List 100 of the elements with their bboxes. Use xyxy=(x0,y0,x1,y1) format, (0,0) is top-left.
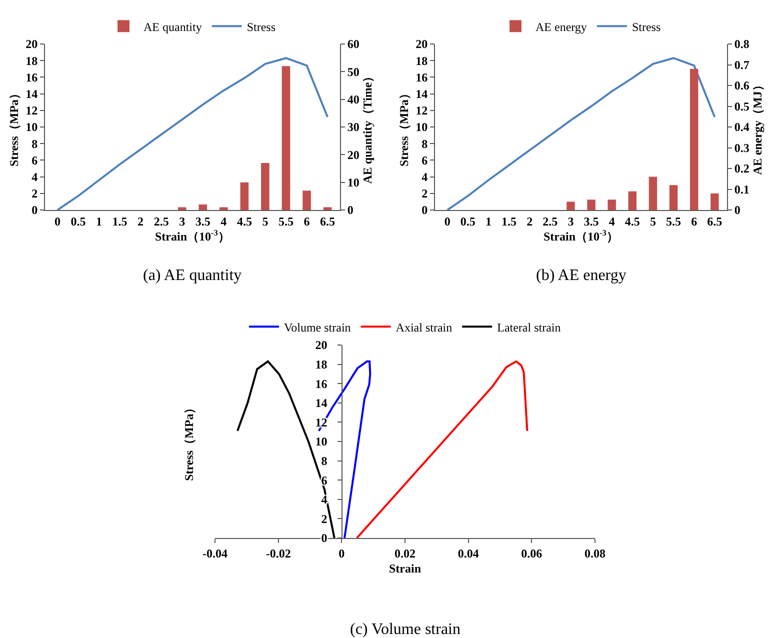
bar xyxy=(282,66,290,210)
y-tick-label: 14 xyxy=(416,87,428,101)
bar xyxy=(690,68,698,210)
y2-tick-label: 50 xyxy=(347,64,360,79)
x-tick-label: 4 xyxy=(608,214,615,228)
x-tick-label: 2.5 xyxy=(154,214,169,228)
x-axis-title: Strain xyxy=(388,561,422,576)
y-tick-label: 2 xyxy=(321,512,328,526)
x-tick-label: 0.06 xyxy=(521,546,542,560)
y2-tick-label: 0.3 xyxy=(734,140,750,155)
y2-axis-title: AE energy（MJ） xyxy=(750,79,764,175)
x-tick-label: 5.5 xyxy=(666,214,682,228)
y-tick-label: 8 xyxy=(422,136,428,151)
y2-axis-title: AE quantity（Time） xyxy=(360,70,374,184)
y-tick-label: 8 xyxy=(321,454,328,468)
x-tick-label: 1 xyxy=(485,214,492,228)
x-tick-label: -0.02 xyxy=(266,546,291,560)
y-tick-label: 4 xyxy=(32,170,38,184)
bar xyxy=(566,202,575,210)
y-tick-label: 20 xyxy=(315,338,328,352)
y-tick-label: 10 xyxy=(416,120,428,134)
y-tick-label: 14 xyxy=(26,87,38,101)
bar xyxy=(178,207,186,210)
legend-label: AE energy xyxy=(536,20,587,34)
x-tick-label: 2.5 xyxy=(542,214,558,228)
legend-label: Axial strain xyxy=(396,320,452,334)
y-tick-label: 16 xyxy=(315,376,328,391)
bar xyxy=(323,207,332,210)
y-axis-title: Stress（MPa） xyxy=(182,402,196,481)
line-series xyxy=(446,57,716,210)
y2-tick-label: 0.4 xyxy=(734,120,750,134)
y-tick-label: 8 xyxy=(32,136,38,151)
bar xyxy=(628,191,637,210)
x-axis-title: Strain（10$^{-3}$） xyxy=(155,228,230,244)
x-tick-label: 0.04 xyxy=(458,546,479,560)
bar xyxy=(198,204,208,210)
y-tick-label: 20 xyxy=(26,37,38,52)
x-tick-label: 5 xyxy=(650,214,656,228)
line-series xyxy=(56,57,329,210)
line-series xyxy=(356,360,528,538)
bar xyxy=(710,193,719,210)
y-tick-label: 0 xyxy=(32,203,38,218)
bar xyxy=(261,162,270,210)
y2-tick-label: 0.7 xyxy=(734,58,750,72)
x-tick-label: 6 xyxy=(304,214,310,228)
x-tick-label: 4 xyxy=(220,214,227,228)
y-tick-label: 16 xyxy=(416,70,428,84)
y2-tick-label: 60 xyxy=(347,37,360,52)
y2-tick-label: 0.8 xyxy=(734,37,750,52)
y-tick-label: 2 xyxy=(32,186,38,201)
legend-label: Stress xyxy=(632,20,661,34)
x-tick-label: 5 xyxy=(262,214,268,228)
legend-label: Stress xyxy=(246,20,276,34)
text: (c) Volume strain xyxy=(350,621,460,638)
bar xyxy=(608,200,616,210)
bar xyxy=(587,200,596,210)
y-tick-label: 12 xyxy=(26,104,38,118)
x-axis-title: Strain（10$^{-3}$） xyxy=(544,228,618,244)
y-tick-label: 6 xyxy=(422,153,428,168)
x-tick-label: 0.5 xyxy=(70,214,86,228)
x-tick-label: 6.5 xyxy=(320,214,336,228)
y-tick-label: 4 xyxy=(422,170,428,184)
y2-tick-label: 30 xyxy=(347,120,360,134)
y2-tick-label: 0.6 xyxy=(734,78,750,93)
x-tick-label: 0 xyxy=(54,214,60,228)
bar xyxy=(302,190,311,210)
x-tick-label: 6.5 xyxy=(707,214,722,228)
y-tick-label: 18 xyxy=(26,54,38,68)
x-tick-label: 3 xyxy=(568,214,574,228)
y-tick-label: 6 xyxy=(32,153,38,168)
x-tick-label: 4.5 xyxy=(624,214,640,228)
x-tick-label: 0 xyxy=(338,546,345,560)
bar xyxy=(648,176,658,210)
y2-tick-label: 0.2 xyxy=(734,162,750,176)
x-tick-label: 5.5 xyxy=(278,214,294,228)
x-tick-label: 6 xyxy=(691,214,698,228)
x-tick-label: 0.02 xyxy=(394,546,416,560)
y-tick-label: 2 xyxy=(422,186,428,201)
y2-tick-label: 0 xyxy=(734,203,740,218)
text: (a) AE quantity xyxy=(143,267,242,284)
y-tick-label: 10 xyxy=(315,434,328,449)
y-tick-label: 20 xyxy=(416,37,428,52)
y-tick-label: 18 xyxy=(315,358,328,372)
y2-tick-label: 40 xyxy=(347,92,360,107)
y2-tick-label: 0.1 xyxy=(734,182,750,196)
x-tick-label: -0.04 xyxy=(202,546,228,560)
legend-label: Volume strain xyxy=(284,320,351,334)
x-tick-label: 1.5 xyxy=(502,214,517,228)
y-tick-label: 12 xyxy=(416,104,428,118)
x-tick-label: 0 xyxy=(444,214,450,228)
y-tick-label: 0 xyxy=(422,203,428,218)
bar xyxy=(220,207,228,210)
y2-tick-label: 0 xyxy=(347,203,354,218)
x-tick-label: 3.5 xyxy=(195,214,210,228)
x-tick-label: 1.5 xyxy=(112,214,128,228)
x-tick-label: 0.08 xyxy=(584,546,606,560)
x-tick-label: 3 xyxy=(179,214,186,228)
y-tick-label: 10 xyxy=(26,120,38,134)
y-axis-title: Stress（MPa） xyxy=(396,87,411,167)
x-tick-label: 0.5 xyxy=(460,214,476,228)
